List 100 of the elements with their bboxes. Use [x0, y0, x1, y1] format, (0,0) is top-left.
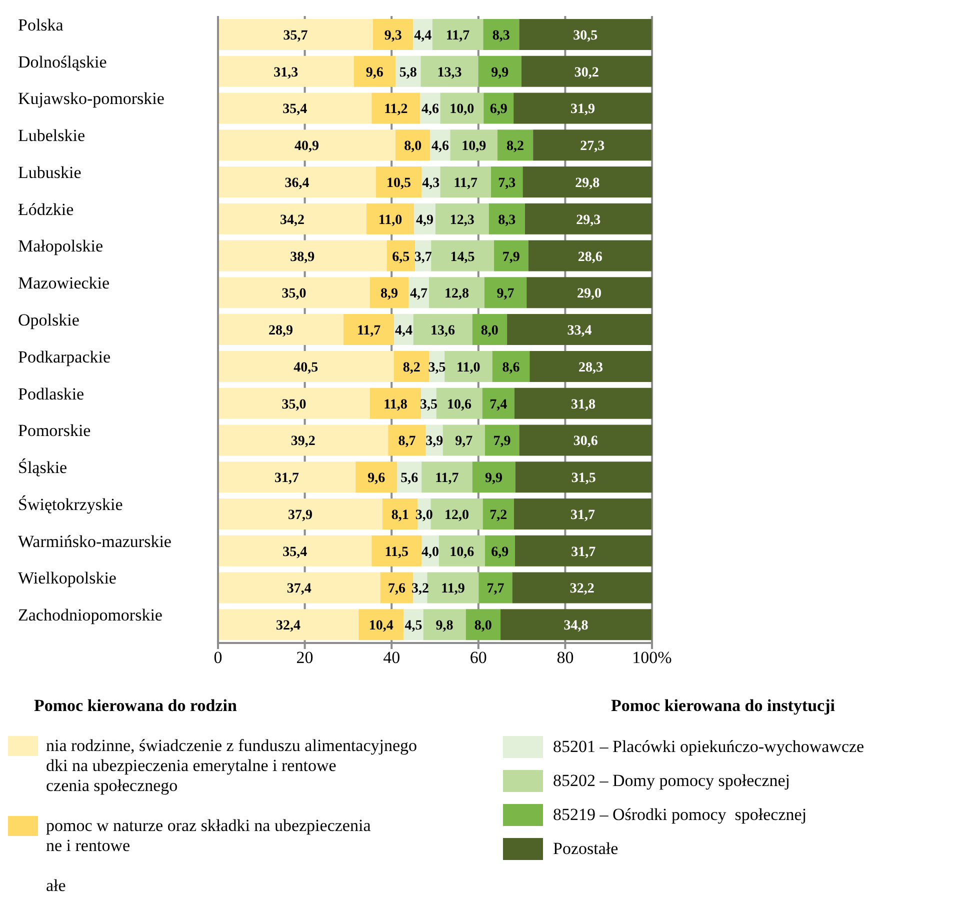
data-label: 8,3: [492, 28, 510, 44]
y-tick-label: Podlaskie: [18, 384, 84, 404]
legend-label: nia rodzinne, świadczenie z funduszu alimentacyjnego dki na ubezpieczenia emerytalne i rentowe czenia społecznego: [46, 736, 418, 796]
data-label: 8,7: [398, 434, 416, 450]
data-label: 9,6: [366, 65, 384, 80]
data-label: 31,7: [571, 544, 596, 560]
data-label: 14,5: [450, 250, 475, 265]
y-tick-label: Lubelskie: [18, 126, 86, 146]
bar: [218, 203, 366, 234]
bar: [519, 424, 652, 456]
data-label: 12,8: [444, 286, 469, 302]
data-label: 4,4: [395, 324, 412, 339]
bar: [514, 92, 652, 124]
bar: [521, 56, 652, 87]
bar: [372, 535, 422, 566]
y-tick-label: Polska: [18, 15, 64, 34]
data-label: 9,9: [491, 65, 509, 80]
bar: [370, 388, 422, 419]
data-label: 10,5: [386, 176, 412, 191]
x-tick-label: 60: [470, 648, 487, 668]
y-tick-label: Śląskie: [18, 458, 68, 478]
y-tick-label: Pomorskie: [18, 421, 91, 440]
data-label: 37,4: [286, 582, 312, 597]
bar: [522, 166, 652, 198]
bar: [444, 350, 492, 382]
bar: [423, 609, 466, 640]
data-label: 34,2: [280, 212, 304, 228]
y-tick-label: Mazowieckie: [18, 274, 110, 293]
bar: [472, 314, 508, 346]
bar: [528, 240, 652, 272]
data-label: 4,6: [421, 102, 439, 118]
data-label: 8,3: [498, 212, 516, 228]
data-label: 9,9: [485, 471, 503, 486]
data-label: 10,0: [450, 102, 474, 118]
data-label: 28,3: [578, 360, 604, 376]
y-tick-label: Świętokrzyskie: [18, 494, 123, 514]
x-tick-label: 80: [556, 648, 574, 668]
data-label: 9,6: [368, 471, 386, 486]
bar: [218, 350, 394, 382]
data-label: 11,9: [441, 582, 465, 597]
data-label: 3,0: [415, 508, 433, 523]
y-tick-label: Dolnośląskie: [18, 52, 107, 72]
data-label: 8,2: [402, 360, 420, 376]
bar: [380, 572, 414, 604]
data-label: 9,3: [384, 28, 402, 44]
bar: [218, 130, 396, 161]
bar: [440, 92, 484, 124]
data-label: 31,5: [571, 471, 596, 486]
data-label: 9,8: [436, 618, 454, 634]
data-label: 4,3: [422, 176, 440, 191]
data-label: 30,5: [573, 28, 598, 44]
text: ałe: [45, 876, 67, 896]
data-label: 39,2: [290, 434, 316, 450]
bar: [478, 572, 512, 604]
bar: [356, 462, 398, 493]
bar: [514, 535, 652, 566]
data-label: 11,7: [446, 28, 470, 44]
text: Pomoc kierowana do instytucji: [610, 696, 836, 716]
data-label: 9,7: [455, 434, 473, 450]
data-label: 30,2: [574, 65, 599, 80]
data-label: 30,6: [573, 434, 598, 450]
bar: [488, 203, 525, 234]
data-label: 3,2: [411, 582, 429, 597]
bar: [218, 314, 344, 346]
bar: [482, 498, 514, 530]
data-label: 8,0: [404, 139, 422, 154]
data-label: 32,4: [276, 618, 301, 634]
data-label: 13,3: [437, 65, 462, 80]
data-label: 11,7: [356, 324, 381, 339]
bar: [431, 240, 494, 272]
bar: [484, 277, 527, 308]
bar: [430, 498, 483, 530]
data-label: 28,6: [578, 250, 602, 265]
bar: [382, 498, 418, 530]
data-label: 35,4: [282, 544, 308, 560]
data-label: 11,7: [454, 176, 478, 191]
data-label: 7,4: [490, 397, 508, 412]
bar: [218, 498, 382, 530]
data-label: 31,8: [570, 397, 596, 412]
bar: [435, 203, 489, 234]
data-label: 4,4: [414, 28, 432, 44]
x-tick-label: 0: [214, 648, 222, 668]
y-tick-label: Podkarpackie: [18, 347, 111, 366]
data-label: 7,7: [486, 582, 504, 597]
y-tick-label: Warmińsko-mazurskie: [18, 532, 172, 551]
data-label: 31,9: [570, 102, 596, 118]
bar: [524, 203, 652, 234]
legend-label: pomoc w naturze oraz składki na ubezpieczenia ne i rentowe: [46, 816, 371, 856]
data-label: 3,7: [414, 250, 432, 265]
data-label: 12,0: [444, 508, 469, 523]
y-tick-label: Opolskie: [18, 310, 80, 330]
data-label: 3,5: [420, 397, 438, 412]
y-tick-label: Łódzkie: [18, 200, 74, 219]
x-tick-label: 40: [383, 648, 400, 668]
data-label: 11,5: [384, 544, 408, 560]
data-label: 4,0: [421, 544, 439, 560]
bar: [218, 92, 372, 124]
bar: [436, 388, 482, 419]
bar: [218, 424, 388, 456]
bar: [482, 388, 514, 419]
